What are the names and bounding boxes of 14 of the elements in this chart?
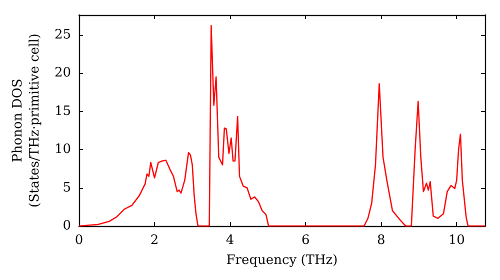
y-tick-label: 20	[54, 66, 71, 81]
y-tick-label: 5	[62, 180, 71, 196]
y-tick-label: 10	[54, 142, 71, 158]
x-tick-label: 4	[226, 233, 234, 248]
x-tick-label: 10	[448, 233, 465, 248]
y-axis-title: Phonon DOS (States/THz·primitive cell)	[10, 33, 43, 208]
x-tick-label: 0	[74, 233, 84, 248]
x-tick-label: 8	[377, 233, 386, 248]
x-axis-title: Frequency (THz)	[226, 252, 338, 268]
y-tick-label: 0	[62, 218, 71, 234]
y-tick-label: 25	[54, 27, 71, 42]
x-tick-label: 6	[301, 233, 310, 248]
x-tick-label: 2	[150, 233, 159, 248]
y-tick-label: 15	[54, 104, 71, 119]
